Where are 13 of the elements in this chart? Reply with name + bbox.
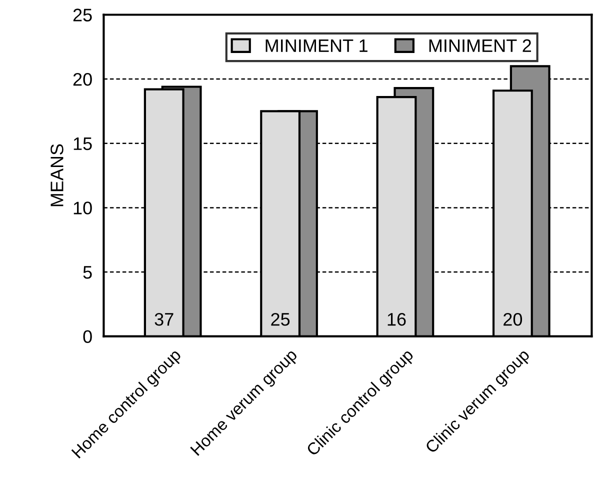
annotation: 25 [271, 312, 290, 326]
y-tick-label: 20 [73, 72, 92, 86]
y-tick-label: 0 [83, 330, 92, 344]
y-tick-label: 25 [73, 8, 92, 22]
annotation: 20 [504, 312, 522, 326]
annotation: 37 [154, 312, 174, 326]
legend-label: MINIMENT 2 [429, 39, 531, 52]
y-tick-label: 15 [74, 137, 92, 150]
y-tick-label: 10 [74, 202, 92, 214]
y-axis-title: MEANS [50, 144, 64, 206]
annotation: 16 [388, 312, 406, 326]
y-tick-label: 5 [83, 266, 92, 279]
legend-label: MINIMENT 1 [266, 39, 368, 52]
